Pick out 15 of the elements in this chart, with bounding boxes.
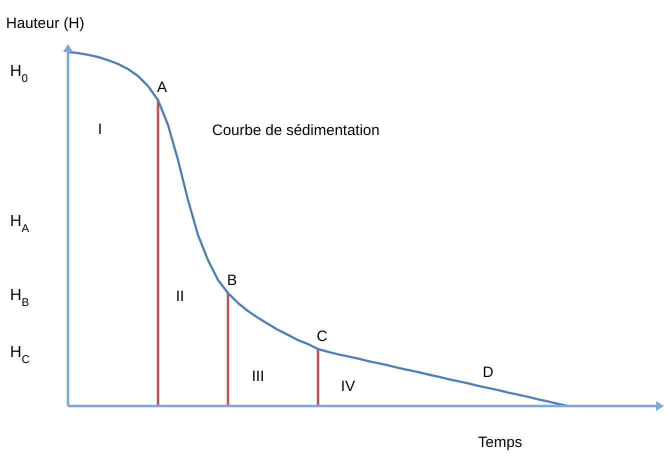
text: H$_{0}$ xyxy=(10,63,28,85)
x-axis-title: Temps xyxy=(478,434,522,451)
y-axis-title: Hauteur (H) xyxy=(6,15,84,32)
text: H$_{C}$ xyxy=(10,344,30,366)
annotation: C xyxy=(316,328,328,346)
annotation: II xyxy=(176,288,184,305)
annotation: Courbe de sédimentation xyxy=(212,122,380,139)
annotation: B xyxy=(226,272,238,290)
annotation: IV xyxy=(340,378,356,395)
text: H$_{A}$ xyxy=(10,213,30,235)
annotation: III xyxy=(252,368,264,385)
annotation: D xyxy=(482,364,494,381)
text: H$_{B}$ xyxy=(10,287,30,309)
annotation: A xyxy=(156,79,168,96)
annotation: I xyxy=(98,121,102,138)
